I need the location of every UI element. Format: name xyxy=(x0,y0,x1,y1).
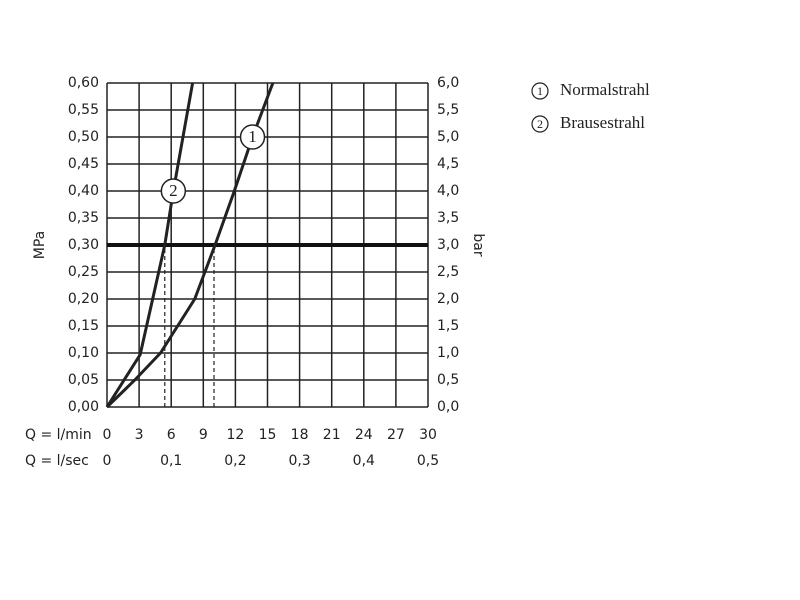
series-line xyxy=(105,82,195,408)
y-tick-label: 0,50 xyxy=(68,129,99,145)
y-tick-label: 0,30 xyxy=(68,237,99,253)
x-tick-label: 3 xyxy=(135,427,144,443)
y2-tick-label: 0,5 xyxy=(437,372,459,388)
legend-marker xyxy=(531,82,549,100)
y2-tick-label: 4,5 xyxy=(437,156,459,172)
x2-tick-label: 0,2 xyxy=(224,453,246,469)
x2-tick-label: 0 xyxy=(103,453,112,469)
legend-number: 1 xyxy=(537,84,543,98)
y-tick-label: 0,45 xyxy=(68,156,99,172)
x2-tick-label: 0,5 xyxy=(417,453,439,469)
y-axis-label: MPa xyxy=(32,231,48,259)
series-label: 1 xyxy=(248,127,257,146)
series-label-circle xyxy=(160,178,187,204)
y2-axis-label: bar xyxy=(470,233,486,256)
y2-tick-label: 1,0 xyxy=(437,345,459,361)
x-tick-label: 6 xyxy=(167,427,176,443)
x-tick-label: 30 xyxy=(419,427,437,443)
y-tick-label: 0,00 xyxy=(68,399,99,415)
y-tick-label: 0,35 xyxy=(68,210,99,226)
y2-tick-label: 3,0 xyxy=(437,237,459,253)
x-tick-label: 18 xyxy=(291,427,309,443)
legend-label: Normalstrahl xyxy=(560,80,650,99)
y-tick-label: 0,55 xyxy=(68,102,99,118)
y2-tick-label: 0,0 xyxy=(437,399,459,415)
y2-tick-label: 6,0 xyxy=(437,75,459,91)
y2-tick-label: 3,5 xyxy=(437,210,459,226)
y2-tick-label: 5,5 xyxy=(437,102,459,118)
y-tick-label: 0,10 xyxy=(68,345,99,361)
x2-tick-label: 0,3 xyxy=(288,453,310,469)
y-tick-label: 0,60 xyxy=(68,75,99,91)
y-tick-label: 0,05 xyxy=(68,372,99,388)
y-tick-label: 0,40 xyxy=(68,183,99,199)
series-label-circle xyxy=(239,124,266,150)
x2-tick-label: 0,1 xyxy=(160,453,182,469)
x2-tick-label: 0,4 xyxy=(353,453,375,469)
y-tick-label: 0,15 xyxy=(68,318,99,334)
y-tick-label: 0,25 xyxy=(68,264,99,280)
x-tick-label: 27 xyxy=(387,427,405,443)
y2-tick-label: 2,5 xyxy=(437,264,459,280)
y-tick-label: 0,20 xyxy=(68,291,99,307)
x-tick-label: 12 xyxy=(226,427,244,443)
legend-label: Brausestrahl xyxy=(560,113,645,132)
x-axis-label: Q = l/min xyxy=(25,427,92,443)
x-tick-label: 21 xyxy=(323,427,341,443)
y2-tick-label: 2,0 xyxy=(437,291,459,307)
x-tick-label: 9 xyxy=(199,427,208,443)
y2-tick-label: 4,0 xyxy=(437,183,459,199)
legend-marker xyxy=(531,115,549,133)
x-tick-label: 24 xyxy=(355,427,373,443)
series-label: 2 xyxy=(169,181,178,200)
x2-axis-label: Q = l/sec xyxy=(25,453,89,469)
x-tick-label: 0 xyxy=(103,427,112,443)
y2-tick-label: 1,5 xyxy=(437,318,459,334)
legend-number: 2 xyxy=(537,117,543,131)
x-tick-label: 15 xyxy=(259,427,277,443)
y2-tick-label: 5,0 xyxy=(437,129,459,145)
